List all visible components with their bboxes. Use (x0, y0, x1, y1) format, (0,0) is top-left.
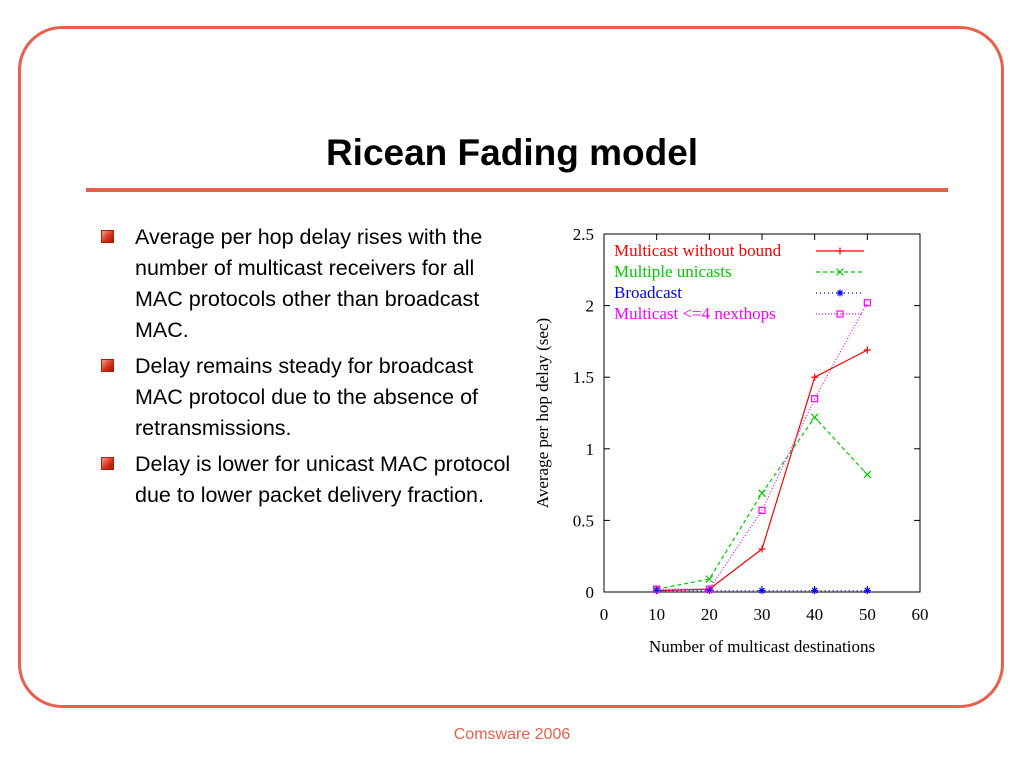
data-point-marker (705, 585, 713, 593)
y-tick-label: 1 (586, 440, 595, 459)
legend-marker (836, 268, 844, 276)
x-tick-label: 50 (859, 605, 876, 624)
data-point-marker (758, 489, 766, 498)
slide-footer: Comsware 2006 (453, 726, 571, 743)
x-tick-label: 60 (912, 605, 929, 624)
bullet-text: Average per hop delay rises with the num… (135, 225, 483, 342)
square-bullet-icon (101, 230, 114, 243)
x-tick-label: 10 (648, 605, 665, 624)
slide-title: Ricean Fading model (325, 132, 699, 173)
legend-label: Multicast <=4 nexthops (614, 304, 776, 323)
bullet-text: Delay is lower for unicast MAC protocol … (135, 452, 511, 507)
bullet-text: Delay remains steady for broadcast MAC p… (135, 354, 479, 440)
square-bullet-icon (101, 457, 114, 470)
data-point-marker (758, 506, 766, 514)
legend-label: Multiple unicasts (614, 262, 732, 281)
y-tick-label: 0 (586, 583, 595, 602)
y-tick-label: 2.5 (573, 225, 594, 244)
data-point-marker (811, 395, 819, 403)
data-point-marker (810, 413, 819, 422)
legend-label: Multicast without bound (614, 241, 782, 260)
data-point-marker (863, 299, 871, 307)
bullet-item: Average per hop delay rises with the num… (98, 222, 518, 346)
bullet-list: Average per hop delay rises with the num… (98, 222, 518, 516)
data-point-marker (864, 587, 871, 594)
chart-legend: Multicast without bound Multiple unicasts… (614, 241, 864, 323)
y-tick-label: 0.5 (573, 511, 594, 530)
title-divider (86, 188, 948, 192)
y-axis-label: Average per hop delay (sec) (533, 318, 552, 508)
bullet-item: Delay remains steady for broadcast MAC p… (98, 351, 518, 444)
y-tick-label: 1.5 (573, 368, 594, 387)
bullet-item: Delay is lower for unicast MAC protocol … (98, 449, 518, 511)
series-line (656, 416, 868, 590)
legend-marker (836, 310, 844, 318)
data-point-marker (863, 470, 872, 479)
x-tick-label: 30 (754, 605, 771, 624)
x-axis-label: Number of multicast destinations (649, 637, 875, 656)
square-bullet-icon (101, 359, 114, 372)
x-tick-label: 0 (600, 605, 609, 624)
x-tick-label: 40 (806, 605, 823, 624)
data-point-marker (759, 587, 765, 594)
legend-marker (837, 290, 843, 296)
data-point-marker (653, 585, 661, 593)
legend-label: Broadcast (614, 283, 682, 302)
delay-chart: 0 10 20 30 40 50 60 0 0.5 1 1.5 2 2.5 Multicast with… (533, 225, 929, 656)
y-tick-label: 2 (586, 297, 595, 316)
series-lines (652, 299, 872, 595)
data-point-marker (811, 587, 818, 594)
data-point-marker (705, 575, 714, 584)
x-tick-label: 20 (701, 605, 718, 624)
slide-frame (18, 26, 1004, 708)
series-line (656, 302, 868, 590)
series-line (656, 349, 868, 592)
